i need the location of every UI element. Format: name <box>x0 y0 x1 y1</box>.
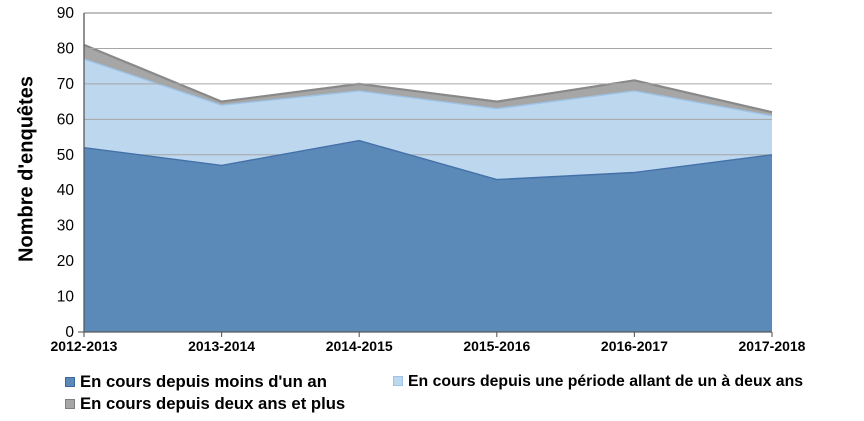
svg-text:40: 40 <box>57 182 75 199</box>
svg-text:60: 60 <box>57 111 75 128</box>
svg-text:10: 10 <box>57 289 75 306</box>
svg-text:80: 80 <box>57 40 75 57</box>
svg-text:50: 50 <box>57 147 75 164</box>
svg-text:90: 90 <box>57 5 75 22</box>
svg-text:70: 70 <box>57 76 75 93</box>
svg-text:20: 20 <box>57 253 75 270</box>
svg-text:30: 30 <box>57 218 75 235</box>
